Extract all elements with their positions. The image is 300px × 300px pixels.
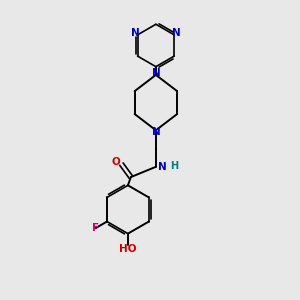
Text: N: N bbox=[158, 162, 167, 172]
Text: N: N bbox=[172, 28, 181, 38]
Text: N: N bbox=[152, 68, 160, 78]
Text: HO: HO bbox=[119, 244, 137, 254]
Text: N: N bbox=[131, 28, 140, 38]
Text: F: F bbox=[92, 223, 99, 233]
Text: N: N bbox=[152, 127, 160, 137]
Text: H: H bbox=[170, 161, 178, 171]
Text: O: O bbox=[112, 157, 121, 167]
